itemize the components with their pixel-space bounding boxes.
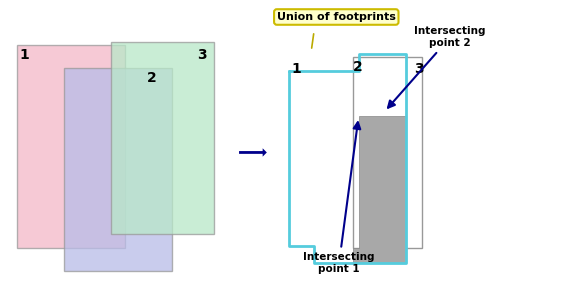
Text: Intersecting
point 2: Intersecting point 2 bbox=[388, 26, 486, 108]
Polygon shape bbox=[353, 116, 406, 263]
Polygon shape bbox=[289, 54, 406, 263]
Text: Union of footprints: Union of footprints bbox=[277, 12, 396, 22]
Bar bbox=[17, 45, 125, 249]
Text: 3: 3 bbox=[414, 62, 424, 76]
Text: 1: 1 bbox=[292, 62, 302, 76]
Text: 3: 3 bbox=[197, 48, 207, 62]
Bar bbox=[64, 68, 172, 271]
Text: 2: 2 bbox=[353, 60, 363, 74]
Bar bbox=[353, 56, 422, 249]
Text: 2: 2 bbox=[147, 71, 157, 85]
Bar bbox=[111, 42, 214, 234]
Text: 1: 1 bbox=[19, 48, 29, 62]
Text: Intersecting
point 1: Intersecting point 1 bbox=[303, 122, 375, 274]
